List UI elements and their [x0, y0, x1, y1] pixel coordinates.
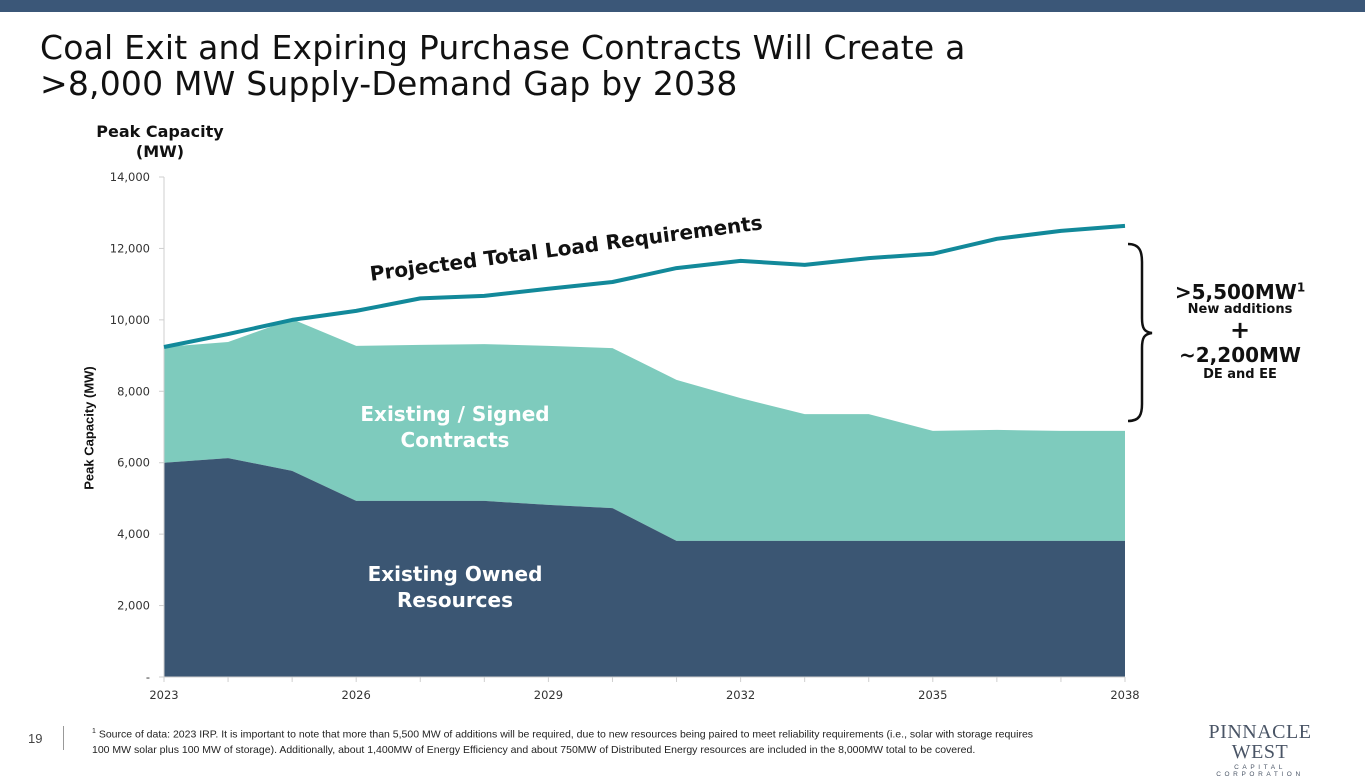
x-tick-label: 2023: [149, 688, 178, 702]
logo-name: PINNACLE WEST: [1190, 722, 1330, 762]
y-tick-label: 14,000: [110, 170, 150, 184]
footnote: 1 Source of data: 2023 IRP. It is import…: [92, 724, 1172, 758]
y-tick-label: 2,000: [117, 599, 150, 613]
load-line-label: Projected Total Load Requirements: [368, 210, 763, 285]
y-tick-label: 4,000: [117, 527, 150, 541]
new-additions-value: >5,500MW1: [1160, 280, 1320, 304]
x-tick-label: 2032: [726, 688, 755, 702]
de-ee-value: ~2,200MW: [1160, 343, 1320, 367]
x-tick-label: 2029: [534, 688, 563, 702]
page-number: 19: [28, 731, 42, 746]
footnote-line-2: 100 MW solar plus 100 MW of storage). Ad…: [92, 743, 1172, 758]
y-tick-label: 12,000: [110, 241, 150, 255]
footnote-line-1: 1 Source of data: 2023 IRP. It is import…: [92, 724, 1172, 743]
de-ee-label: DE and EE: [1160, 367, 1320, 382]
y-tick-label: -: [146, 670, 150, 684]
logo-subtitle: CAPITAL CORPORATION: [1190, 764, 1330, 778]
x-tick-label: 2035: [918, 688, 947, 702]
x-tick-label: 2038: [1110, 688, 1139, 702]
new-additions-annotation: >5,500MW1 New additions + ~2,200MW DE an…: [1160, 280, 1320, 382]
y-tick-label: 10,000: [110, 313, 150, 327]
y-tick-label: 6,000: [117, 456, 150, 470]
plus-sign: +: [1160, 317, 1320, 343]
curly-brace: [1128, 244, 1152, 421]
new-additions-label: New additions: [1160, 302, 1320, 317]
company-logo: PINNACLE WEST CAPITAL CORPORATION: [1190, 722, 1330, 778]
y-tick-label: 8,000: [117, 384, 150, 398]
footer-divider: [63, 726, 64, 750]
x-tick-label: 2026: [342, 688, 371, 702]
